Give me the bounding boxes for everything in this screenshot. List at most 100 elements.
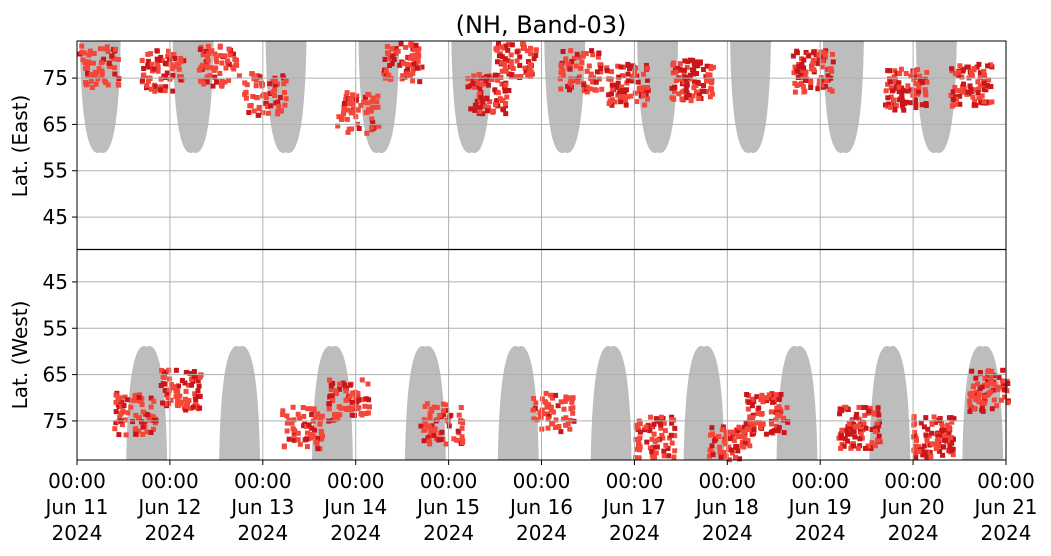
activity-cell: [865, 443, 871, 449]
activity-cell: [139, 419, 145, 425]
activity-cell: [176, 402, 182, 408]
activity-cell: [841, 443, 847, 449]
activity-cell: [291, 427, 297, 433]
activity-cell: [599, 86, 605, 92]
activity-cell: [912, 430, 918, 435]
activity-cell: [497, 96, 503, 102]
activity-cell: [219, 60, 225, 66]
activity-cell: [365, 91, 371, 97]
activity-cell: [410, 78, 416, 84]
activity-cell: [139, 396, 145, 401]
activity-cell: [459, 434, 465, 440]
activity-cell: [933, 446, 939, 452]
activity-cell: [923, 432, 929, 438]
activity-cell: [896, 89, 902, 95]
activity-cell: [211, 67, 217, 73]
activity-cell: [977, 386, 983, 392]
activity-cell: [578, 65, 584, 71]
activity-cell: [486, 74, 492, 80]
x-tick-label: 2024: [888, 521, 939, 545]
activity-cell: [451, 436, 457, 442]
activity-cell: [494, 45, 500, 51]
activity-cell: [587, 86, 593, 92]
activity-cell: [234, 62, 240, 68]
activity-cell: [347, 394, 353, 400]
activity-cell: [295, 430, 301, 436]
activity-cell: [155, 68, 161, 74]
activity-cell: [609, 69, 614, 75]
activity-cell: [822, 54, 828, 60]
activity-cell: [136, 416, 141, 422]
activity-cell: [625, 71, 631, 77]
activity-cell: [443, 402, 449, 408]
activity-cell: [810, 57, 816, 63]
activity-cell: [558, 62, 564, 68]
activity-cell: [893, 103, 899, 109]
activity-cell: [627, 66, 632, 72]
activity-cell: [692, 63, 698, 69]
activity-cell: [345, 107, 351, 113]
activity-cell: [539, 407, 545, 413]
activity-cell: [768, 409, 774, 415]
x-tick-label: 00:00: [884, 469, 942, 493]
activity-cell: [533, 47, 539, 53]
activity-cell: [641, 93, 646, 98]
activity-cell: [341, 101, 347, 106]
activity-cell: [162, 401, 168, 407]
night-patch-east: [544, 41, 586, 153]
activity-cell: [301, 413, 307, 419]
activity-cell: [852, 434, 858, 440]
activity-cell: [568, 48, 574, 54]
activity-cell: [915, 67, 921, 73]
activity-cell: [192, 391, 198, 397]
x-tick-label: 2024: [609, 521, 660, 545]
activity-cell: [645, 96, 650, 102]
activity-cell: [969, 390, 975, 396]
activity-cell: [344, 90, 350, 96]
activity-cell: [441, 408, 447, 414]
activity-cell: [176, 383, 181, 389]
activity-cell: [799, 62, 805, 67]
activity-cell: [79, 49, 85, 55]
activity-cell: [848, 445, 854, 451]
activity-cell: [545, 425, 551, 431]
x-tick-label: Jun 21: [972, 495, 1037, 519]
activity-cell: [639, 87, 645, 93]
activity-cell: [399, 76, 405, 82]
activity-cell: [113, 409, 119, 415]
activity-cell: [691, 60, 697, 66]
activity-cell: [369, 125, 375, 131]
activity-cell: [642, 427, 648, 433]
activity-cell: [213, 56, 219, 62]
activity-cell: [974, 389, 979, 395]
activity-cell: [390, 53, 396, 59]
activity-cell: [747, 420, 753, 425]
activity-cell: [257, 74, 263, 80]
activity-cell: [350, 390, 356, 396]
night-patch-east: [915, 41, 957, 153]
activity-cell: [974, 64, 980, 70]
activity-cell: [531, 396, 537, 401]
activity-cell: [148, 430, 154, 435]
activity-cell: [851, 443, 857, 449]
activity-cell: [369, 98, 375, 104]
activity-cell: [792, 89, 798, 95]
activity-cell: [318, 428, 324, 434]
activity-cell: [717, 449, 723, 455]
activity-cell: [195, 388, 201, 394]
activity-cell: [411, 61, 417, 67]
activity-cell: [137, 392, 143, 398]
x-tick-label: 00:00: [327, 469, 385, 493]
activity-cell: [948, 92, 954, 98]
activity-cell: [389, 61, 395, 67]
activity-cell: [769, 421, 774, 427]
activity-cell: [145, 51, 151, 57]
activity-cell: [743, 420, 749, 426]
activity-cell: [389, 46, 395, 52]
activity-cell: [976, 392, 982, 398]
activity-cell: [776, 425, 782, 431]
activity-cell: [729, 447, 735, 453]
activity-cell: [991, 397, 997, 403]
activity-cell: [792, 80, 798, 86]
activity-cell: [183, 407, 189, 413]
